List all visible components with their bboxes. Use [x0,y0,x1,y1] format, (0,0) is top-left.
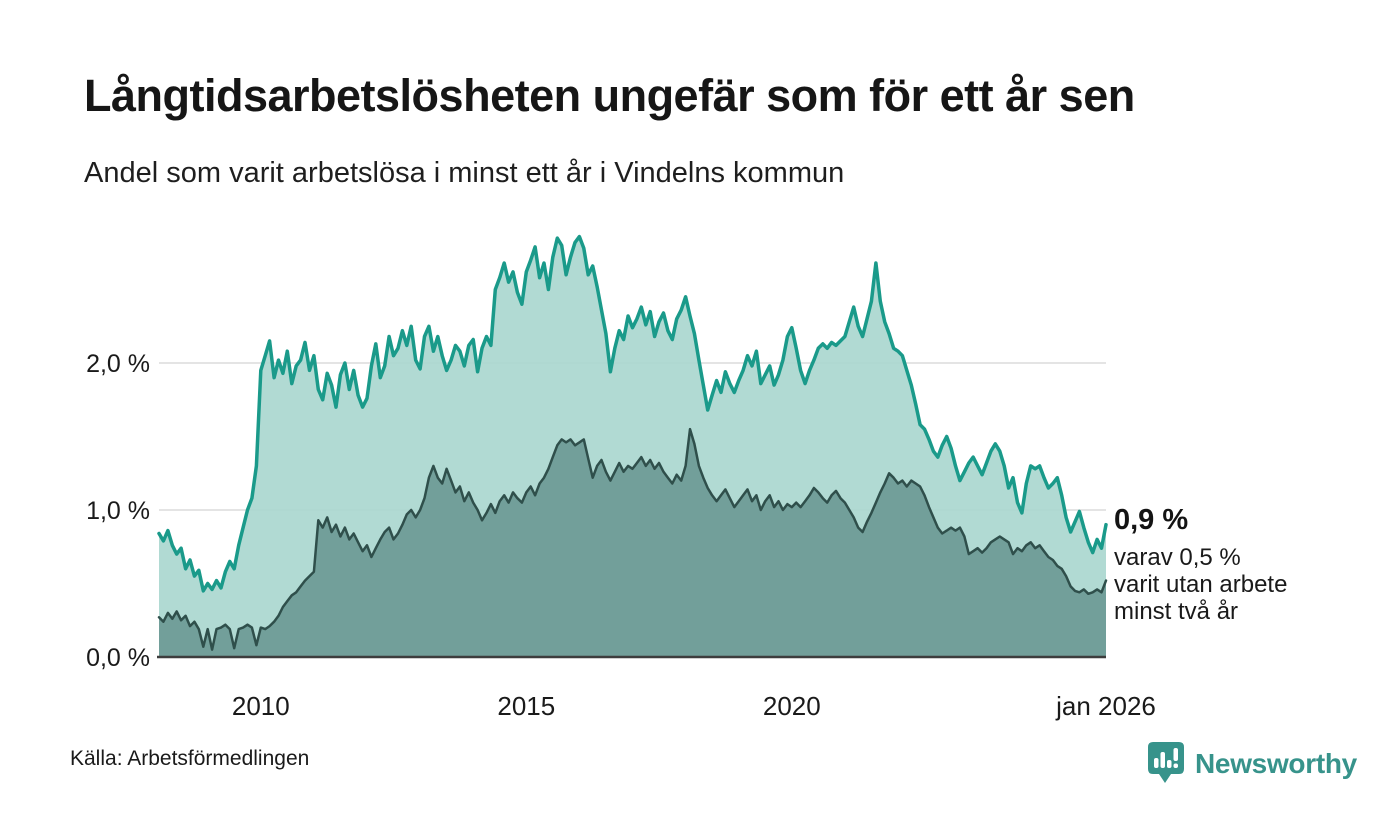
x-tick-label-3: jan 2026 [1055,691,1156,721]
series-line-min-1yr [157,234,1108,593]
annotation-line-3: minst två år [1114,598,1239,625]
y-tick-label-1: 1,0 % [86,497,150,525]
page-title: Långtidsarbetslösheten ungefär som för e… [84,70,1135,121]
annotation-line-1: varav 0,5 % [1114,544,1241,571]
latest-value-2yr-note: varav 0,5 % varit utan arbete minst två … [1114,544,1344,625]
source-note: Källa: Arbetsförmedlingen [70,747,310,770]
latest-value-annotation: 0,9 % varav 0,5 % varit utan arbete mins… [1114,504,1344,625]
page-subtitle: Andel som varit arbetslösa i minst ett å… [84,157,845,189]
x-tick-label-0: 2010 [232,691,290,721]
newsworthy-bubble-icon [1148,742,1184,783]
newsworthy-wordmark: Newsworthy [1195,747,1357,779]
series-area-min-2yr [159,429,1106,657]
y-tick-label-2: 2,0 % [86,350,150,378]
series-line-min-2yr [157,427,1108,651]
x-tick-label-1: 2015 [497,691,555,721]
annotation-line-2: varit utan arbete [1114,571,1288,598]
newsworthy-logo: Newsworthy [1146,740,1357,787]
latest-value-1yr: 0,9 % [1114,504,1189,536]
x-tick-label-2: 2020 [763,691,821,721]
y-tick-label-0: 0,0 % [86,644,150,672]
